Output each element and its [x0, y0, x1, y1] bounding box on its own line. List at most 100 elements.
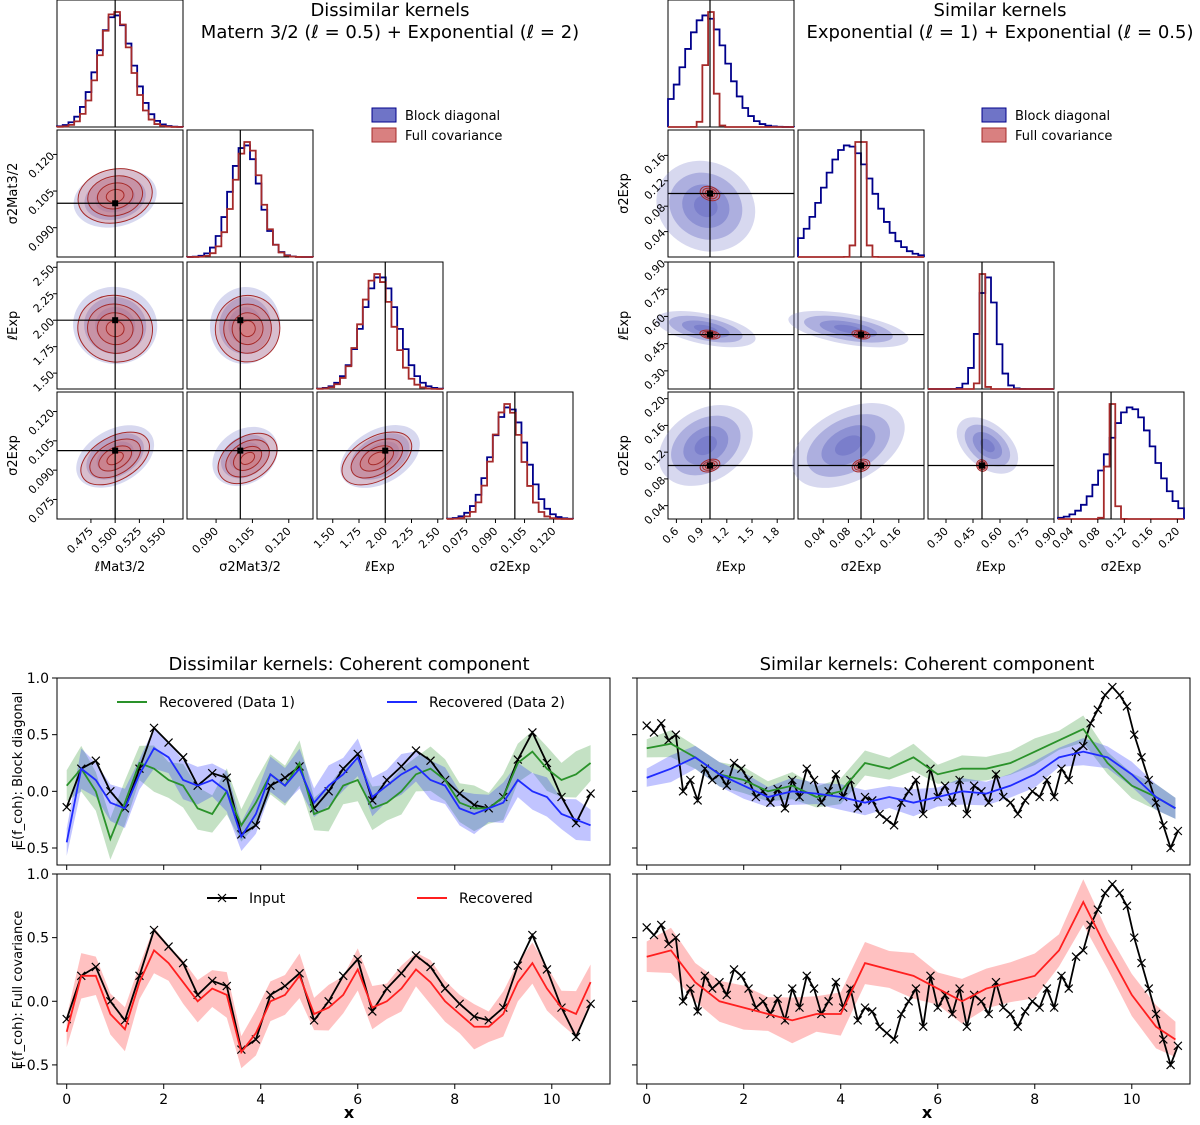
input-point — [1093, 705, 1103, 715]
input-point — [527, 727, 537, 737]
input-point — [469, 1012, 479, 1021]
input-point — [1158, 1035, 1168, 1044]
input-point — [976, 996, 986, 1006]
series-line-recovered-data-1- — [646, 727, 1176, 810]
input-point — [1027, 786, 1037, 796]
input-point — [962, 809, 972, 819]
input-point — [1035, 792, 1045, 802]
xlabel-right: x — [922, 1103, 933, 1122]
xtick-label: 10 — [1123, 1092, 1141, 1108]
xtick-label: 0.60 — [978, 525, 1005, 552]
input-point — [649, 930, 659, 940]
input-point — [1027, 996, 1037, 1006]
hist-full-covariance — [186, 141, 314, 258]
input-point — [105, 996, 115, 1006]
line-panel-2: −0.5 0.0 0.5 1.0 0 2 4 6 8 10 Input Recovered — [15, 867, 611, 1108]
legend-swatch-full — [981, 127, 1007, 143]
input-point — [338, 971, 348, 981]
legend-label-full: Full covariance — [405, 129, 502, 144]
xtick-label: 0.75 — [1005, 525, 1032, 552]
input-point — [295, 968, 304, 978]
ytick-label: 0.04 — [642, 501, 669, 528]
input-point — [875, 809, 884, 819]
panel-frame — [56, 677, 611, 866]
truth-marker — [112, 200, 119, 207]
input-point — [62, 802, 72, 812]
xtick-label: 0.120 — [262, 525, 293, 556]
line-panel-3: 0 2 4 6 8 10 — [632, 873, 1191, 1108]
xtick-label: 0.30 — [924, 525, 951, 552]
input-point — [918, 809, 928, 819]
input-point — [1020, 795, 1030, 805]
input-point — [831, 977, 841, 987]
input-point — [1100, 690, 1110, 700]
legend-swatch-block — [371, 107, 397, 123]
axis-label: σ2Mat3/2 — [219, 560, 281, 575]
legend-label: Input — [249, 891, 286, 907]
hist-block-diagonal — [1057, 406, 1185, 519]
input-point — [664, 939, 673, 949]
ylabel-full-covariance: E(f_coh): Full covariance — [11, 911, 26, 1070]
corner-panel-3-1: 0.090 0.105 0.120 σ2Mat3/2 — [186, 391, 314, 575]
ytick-label: 1.0 — [27, 671, 49, 687]
input-point — [367, 1007, 377, 1016]
axis-label: ℓExp — [6, 311, 21, 342]
corner-panel-2-0: 1.501.752.002.252.50 ℓExp — [6, 261, 184, 395]
truth-marker — [707, 331, 713, 338]
xtick-label: 0.550 — [137, 525, 168, 556]
hist-full-covariance — [668, 11, 794, 128]
input-point — [671, 933, 681, 943]
input-point — [1173, 1041, 1183, 1051]
input-point — [1137, 752, 1146, 762]
input-point — [693, 1007, 703, 1016]
input-point — [1057, 971, 1066, 981]
ytick-label: 0.16 — [642, 150, 669, 177]
xtick-label: 0.105 — [498, 525, 529, 556]
xtick-label: 4 — [256, 1092, 265, 1108]
input-point — [1144, 775, 1154, 785]
truth-marker — [707, 190, 713, 197]
xlabel-left: x — [344, 1103, 355, 1122]
xtick-label: 10 — [543, 1092, 561, 1108]
input-point — [809, 984, 819, 993]
axis-label: σ2Exp — [6, 435, 21, 476]
xtick-label: 0.105 — [226, 525, 257, 556]
xtick-label: 1.5 — [735, 525, 757, 547]
band-recovered-data-2- — [646, 738, 1176, 819]
input-point — [896, 1009, 906, 1019]
input-point — [586, 999, 596, 1009]
input-point — [1064, 984, 1074, 993]
ytick-label: 0.5 — [27, 931, 49, 947]
input-point — [149, 723, 159, 733]
input-point — [1107, 682, 1117, 692]
axis-label: σ2Exp — [617, 173, 632, 214]
corner-panel-2-1 — [788, 261, 925, 390]
legend-label-block: Block diagonal — [1015, 109, 1110, 124]
input-point — [1115, 888, 1125, 898]
legend-label-block: Block diagonal — [405, 109, 500, 124]
xtick-label: 2.50 — [416, 525, 443, 552]
xtick-label: 1.8 — [761, 525, 783, 547]
input-point — [178, 752, 188, 762]
input-point — [947, 798, 957, 808]
input-point — [787, 984, 797, 993]
axis-label: σ2Exp — [1101, 560, 1142, 575]
contour-full-covariance — [240, 451, 256, 465]
ytick-label: 0.20 — [642, 394, 669, 421]
input-point — [1122, 701, 1132, 711]
hist-full-covariance — [1058, 403, 1184, 520]
series-line-recovered — [646, 899, 1176, 1041]
ytick-label: 0.75 — [642, 284, 669, 311]
axis-label: ℓMat3/2 — [94, 560, 146, 575]
input-point — [940, 781, 950, 791]
input-point — [1006, 1009, 1015, 1019]
input-point — [984, 798, 994, 808]
axis-label: ℓExp — [617, 311, 632, 342]
input-point — [1035, 1003, 1045, 1013]
legend-label-full: Full covariance — [1015, 129, 1112, 144]
input-point — [411, 951, 421, 960]
corner-plot-dissimilar: 0.0900.1050.120σ2Mat3/21.501.752.002.252… — [6, 0, 574, 575]
